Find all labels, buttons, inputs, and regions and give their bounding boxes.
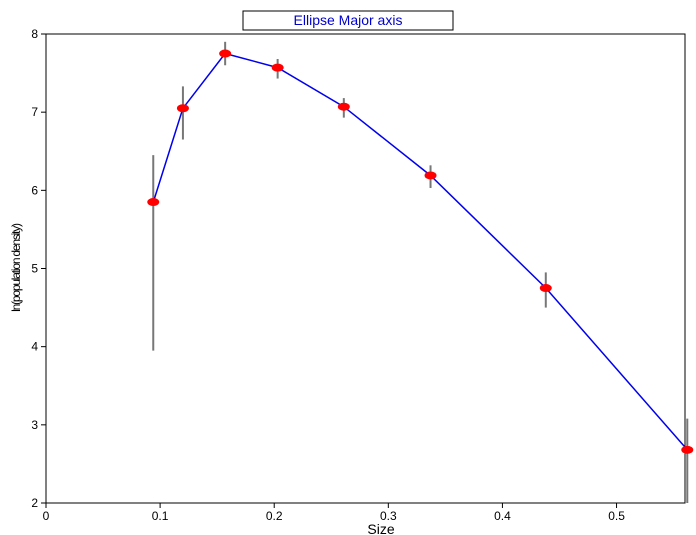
x-tick-label: 0.4: [494, 509, 511, 523]
data-point: [539, 284, 552, 293]
y-axis-title: ln(population density): [9, 223, 23, 312]
y-tick-label: 6: [31, 183, 38, 197]
chart-title: Ellipse Major axis: [294, 12, 403, 28]
data-point: [147, 198, 160, 207]
data-point: [337, 102, 350, 111]
x-tick-label: 0.2: [266, 509, 283, 523]
data-point: [424, 171, 437, 180]
plot-area: [45, 33, 686, 504]
data-markers: [147, 49, 694, 454]
data-point: [176, 104, 189, 113]
y-tick-label: 3: [31, 418, 38, 432]
error-bars: [152, 41, 689, 503]
y-tick-label: 5: [31, 262, 38, 276]
y-tick-label: 4: [31, 340, 38, 354]
x-tick-label: 0: [43, 509, 50, 523]
series-line: [152, 52, 688, 451]
y-tick-label: 7: [31, 105, 38, 119]
chart-title-box: [242, 10, 454, 31]
y-tick-label: 2: [31, 496, 38, 510]
data-point: [271, 63, 284, 72]
data-point: [681, 445, 694, 454]
x-tick-label: 0.3: [380, 509, 397, 523]
chart-title-group: Ellipse Major axis: [242, 10, 454, 31]
x-axis-title: Size: [367, 521, 394, 535]
axis-ticks: 0 0.1 0.2 0.3 0.4 0.5 2 3 4 5 6 7 8: [31, 27, 625, 523]
x-tick-label: 0.1: [152, 509, 169, 523]
y-tick-label: 8: [31, 27, 38, 41]
x-tick-label: 0.5: [608, 509, 625, 523]
data-point: [219, 49, 232, 58]
